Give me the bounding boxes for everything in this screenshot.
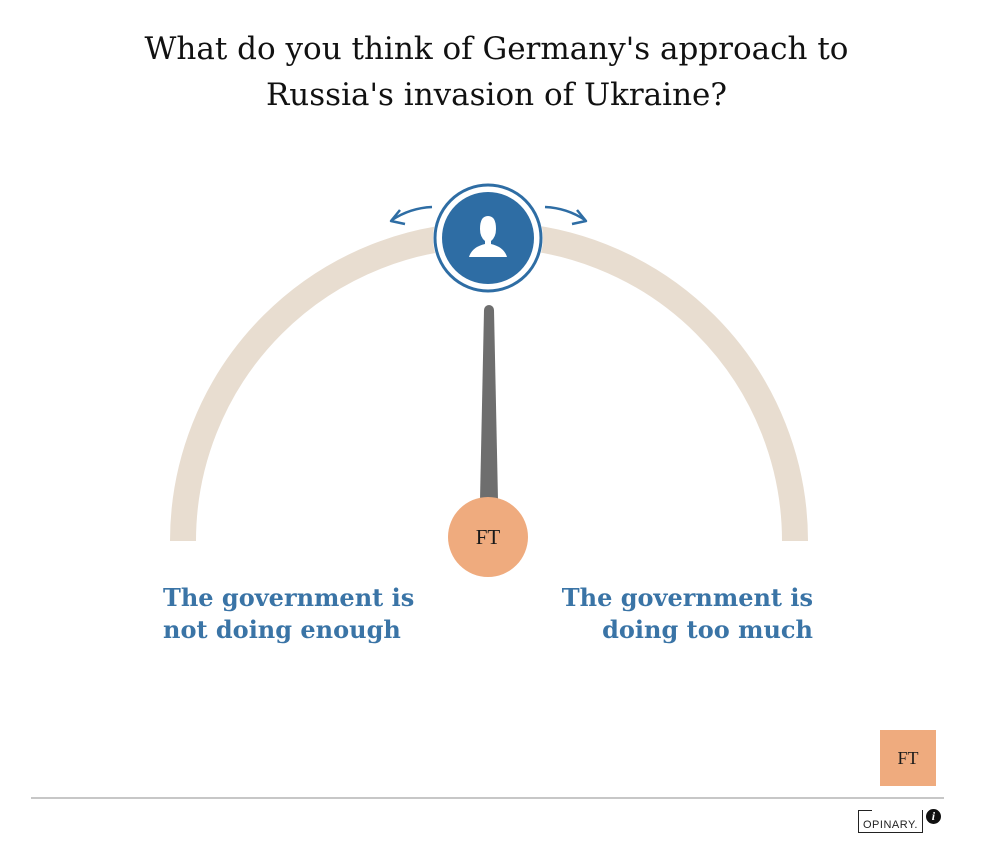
gauge-handle[interactable]: [433, 183, 543, 293]
ft-pivot-label: FT: [476, 525, 501, 549]
opinary-link[interactable]: OPINARY. i: [858, 809, 941, 833]
drag-left-arrow-icon: [389, 205, 433, 226]
info-icon[interactable]: i: [925, 809, 941, 824]
right-option-label: The government is doing too much: [561, 583, 813, 644]
user-icon: [469, 216, 507, 257]
gauge-needle: [480, 310, 498, 500]
question-title: What do you think of Germany's approach …: [40, 26, 953, 118]
drag-right-arrow-icon: [544, 205, 588, 226]
opinary-logo[interactable]: OPINARY.: [858, 810, 923, 833]
footer-divider: [31, 797, 944, 799]
ft-brand-badge[interactable]: FT: [880, 730, 936, 786]
ft-pivot: [448, 497, 528, 577]
question-line-2: Russia's invasion of Ukraine?: [265, 77, 728, 113]
needle-tip: [484, 305, 494, 315]
question-line-1: What do you think of Germany's approach …: [144, 31, 849, 67]
left-option-label: The government is not doing enough: [163, 583, 415, 644]
